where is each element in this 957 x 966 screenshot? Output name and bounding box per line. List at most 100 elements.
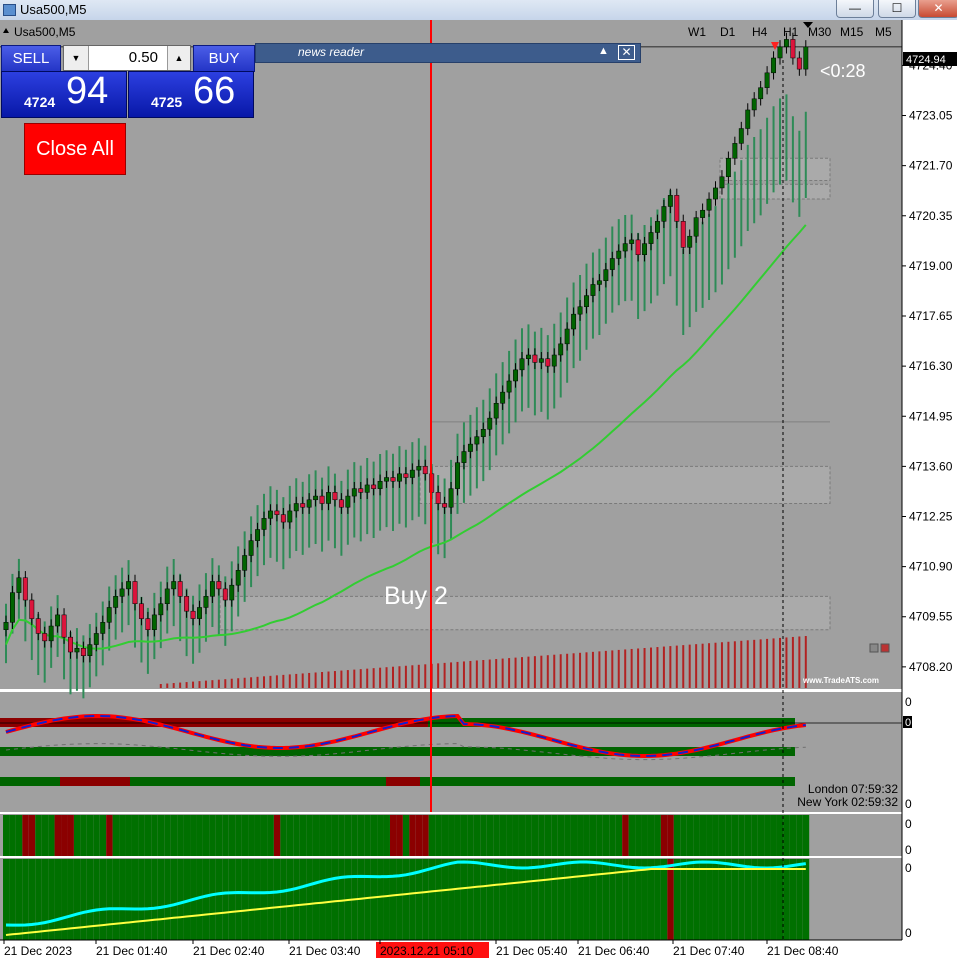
histogram-bar [480, 815, 487, 856]
timeframe-d1[interactable]: D1 [720, 25, 736, 39]
lot-size-field[interactable]: ▼ 0.50 ▲ [63, 45, 191, 71]
histogram-bar [222, 815, 229, 856]
histogram-bar [177, 815, 184, 856]
candle-body [732, 143, 738, 159]
line-panel-bar [744, 859, 752, 940]
candle-body [248, 540, 254, 556]
line-panel-bar [209, 859, 216, 940]
candle-body [435, 492, 441, 504]
sell-price-box[interactable]: 4724 94 [1, 70, 127, 118]
buy-price-box[interactable]: 4725 66 [128, 70, 254, 118]
histogram-bar [293, 815, 300, 856]
moving-average-line [5, 224, 807, 650]
candle-body [777, 46, 783, 59]
histogram-bar [73, 815, 81, 856]
histogram-bar [261, 815, 268, 856]
line-panel-bar [544, 859, 552, 940]
timeframe-m30[interactable]: M30 [808, 25, 832, 39]
line-panel-bar [48, 859, 55, 940]
maximize-button[interactable]: ☐ [878, 0, 916, 18]
histogram-bar [441, 815, 448, 856]
news-close-icon[interactable]: ✕ [618, 45, 635, 60]
histogram-bar [325, 815, 332, 856]
candle-body [313, 495, 319, 501]
line-panel-bar [144, 859, 152, 940]
histogram-bar [254, 815, 261, 856]
line-panel-bar [54, 859, 61, 940]
news-reader-bar[interactable]: news reader ▲ ✕ [255, 43, 641, 63]
lot-decrease-icon[interactable]: ▼ [64, 46, 89, 70]
histogram-bar [99, 815, 107, 856]
chart-collapse-icon[interactable] [3, 28, 9, 33]
candle-body [519, 358, 525, 371]
x-tick-label: 21 Dec 05:40 [496, 944, 568, 958]
histogram-bar [718, 815, 726, 856]
histogram-bar [306, 815, 313, 856]
candle-body [242, 555, 248, 571]
histogram-bar [428, 815, 436, 856]
y-tick-label: 4714.95 [909, 409, 953, 423]
timeframe-h4[interactable]: H4 [752, 25, 768, 39]
timeframe-w1[interactable]: W1 [688, 25, 706, 39]
lot-increase-icon[interactable]: ▲ [167, 46, 190, 70]
x-tick-label: 21 Dec 06:40 [578, 944, 650, 958]
line-panel-bar [467, 859, 474, 940]
line-panel-bar [712, 859, 719, 940]
line-panel-bar [764, 859, 771, 940]
histogram-bar [757, 815, 765, 856]
candle-body [532, 354, 538, 363]
line-panel-bar [589, 859, 597, 940]
close-all-button[interactable]: Close All [24, 123, 126, 175]
app-icon [3, 4, 16, 16]
indicator-toggle-icon[interactable] [869, 643, 879, 653]
buy-annotation: Buy 2 [384, 582, 448, 610]
timeframe-m5[interactable]: M5 [875, 25, 892, 39]
candle-body [687, 235, 693, 248]
timeframe-h1[interactable]: H1 [783, 25, 799, 39]
line-panel-bar [789, 859, 797, 940]
candle-body [609, 258, 615, 270]
candle-body [132, 581, 138, 604]
chart-canvas[interactable]: 4725.754724.404723.054721.704720.354719.… [0, 20, 957, 966]
histogram-bar [544, 815, 552, 856]
histogram-bar [157, 815, 165, 856]
line-panel-bar [331, 859, 339, 940]
candle-body [177, 581, 183, 597]
indicator-toggle-icon-2[interactable] [880, 643, 890, 653]
candle-body [235, 570, 241, 586]
line-panel-bar [396, 859, 403, 940]
line-panel-bar [319, 859, 326, 940]
line-panel-bar [693, 859, 700, 940]
candle-body [306, 499, 312, 508]
minimize-button[interactable]: — [836, 0, 874, 18]
candle-body [700, 209, 706, 218]
y-tick-label: 4723.05 [909, 109, 953, 123]
histogram-bar [777, 815, 784, 856]
london-clock: London 07:59:32 [808, 782, 898, 796]
candle-body [3, 622, 9, 630]
timeframe-m15[interactable]: M15 [840, 25, 864, 39]
lot-size-value[interactable]: 0.50 [128, 49, 158, 66]
candle-body [80, 648, 86, 656]
x-tick-label: 21 Dec 2023 [4, 944, 72, 958]
line-panel-bar [106, 859, 113, 940]
vline-time-tag [376, 942, 489, 958]
close-window-button[interactable]: ✕ [918, 0, 957, 18]
histogram-bar [602, 815, 610, 856]
candle-body [87, 644, 93, 656]
news-collapse-icon[interactable]: ▲ [598, 45, 609, 57]
watermark: www.TradeATS.com [802, 676, 879, 685]
sell-button[interactable]: SELL [1, 45, 61, 72]
y-tick-label: 4719.00 [909, 259, 953, 273]
main-plot-area[interactable] [0, 20, 902, 689]
buy-button[interactable]: BUY [193, 45, 255, 72]
candle-body [416, 466, 422, 471]
candle-body [332, 492, 338, 501]
y-tick-label: 4709.55 [909, 610, 953, 624]
line-panel-bar [628, 859, 636, 940]
line-panel-bar [99, 859, 107, 940]
line-panel-bar [622, 859, 629, 940]
line-panel-bar [61, 859, 68, 940]
histogram-bar [377, 815, 384, 856]
candle-body [197, 607, 202, 619]
